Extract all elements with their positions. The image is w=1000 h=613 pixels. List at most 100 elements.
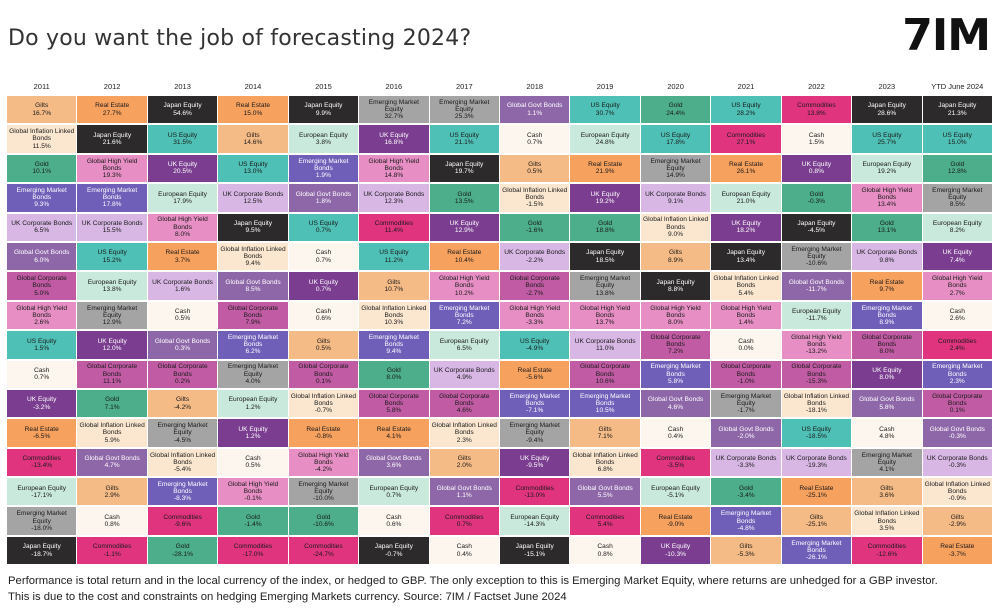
asset-name: Japan Equity [93,131,132,139]
asset-return: 0.4% [456,550,472,558]
asset-name: UK Corporate Bonds [786,455,847,463]
asset-name: Cash [386,513,402,521]
asset-name: UK Equity [590,190,620,198]
asset-name: UK Equity [660,543,691,551]
asset-cell: Gold 12.8% [922,154,992,183]
asset-return: 1.1% [527,109,543,117]
asset-name: Global High Yield Bonds [509,304,560,319]
asset-name: Gold [809,190,824,198]
asset-cell: Global High Yield Bonds 8.0% [147,213,218,241]
asset-name: Real Estate [235,102,271,110]
asset-return: 0.7% [386,491,402,499]
asset-return: 8.2% [949,227,965,235]
asset-name: Global Govt Bonds [154,337,211,345]
asset-name: Real Estate [728,161,764,169]
asset-cell: Global Corporate Bonds 5.8% [359,389,429,418]
asset-cell: US Equity 15.0% [922,125,992,153]
asset-return: -0.7% [314,407,333,415]
asset-cell: UK Equity 20.5% [147,154,218,183]
asset-return: -15.3% [805,377,827,385]
asset-cell: Cash 0.8% [570,536,640,565]
asset-cell: Gilts 14.6% [218,125,288,153]
asset-name: Cash [104,513,120,521]
asset-return: -9.5% [526,462,544,470]
year-header: YTD June 2024 [931,81,984,91]
asset-return: -2.2% [526,256,544,264]
asset-cell: European Equity 19.2% [852,154,922,183]
asset-name: UK Equity [308,278,339,286]
asset-return: -5.3% [737,550,755,558]
asset-return: -3.2% [33,403,51,411]
asset-return: 5.4% [597,521,613,529]
asset-cell: Global High Yield Bonds -0.1% [218,478,288,506]
asset-name: Real Estate [588,161,623,169]
asset-name: Japan Equity [163,102,202,110]
asset-name: US Equity [238,161,268,169]
asset-name: Global Inflation Linked Bonds [220,245,286,261]
asset-name: Emerging Market Bonds [16,186,67,202]
asset-return: 0.7% [315,256,331,264]
asset-name: Global Inflation Linked Bonds [431,422,497,437]
asset-cell: Global Corporate Bonds 7.9% [218,301,288,330]
asset-name: Emerging Market Bonds [368,333,419,349]
asset-return: -0.3% [948,462,966,470]
asset-return: 15.0% [243,109,263,117]
asset-return: 27.1% [736,139,756,147]
asset-return: 0.2% [175,377,191,385]
asset-cell: Cash 4.8% [852,419,922,447]
asset-name: Global High Yield Bonds [931,275,983,290]
asset-name: Japan Equity [374,543,413,551]
asset-name: Global Corporate Bonds [227,304,279,319]
asset-return: 9.1% [668,197,684,205]
asset-cell: Cash 0.5% [147,301,218,330]
asset-name: Japan Equity [22,543,61,551]
asset-return: 0.5% [245,462,261,470]
asset-name: Emerging Market Equity [439,98,490,114]
asset-return: 10.5% [595,407,615,415]
asset-cell: Global High Yield Bonds -13.2% [781,331,852,359]
asset-name: Global Corporate Bonds [720,363,772,378]
asset-return: 8.5% [949,201,965,209]
asset-return: 7.2% [456,319,472,327]
asset-cell: UK Equity 0.7% [288,272,359,300]
asset-cell: Emerging Market Bonds 6.2% [218,331,288,359]
asset-return: -4.8% [737,524,755,532]
asset-return: -18.0% [31,524,53,532]
asset-cell: Japan Equity 19.7% [429,154,499,183]
asset-return: -6.5% [33,432,51,440]
asset-cell: Global High Yield Bonds 19.3% [77,154,147,183]
asset-name: Global Inflation Linked Bonds [149,451,216,466]
asset-name: Gold [457,190,472,198]
asset-cell: Global Inflation Linked Bonds 10.3% [359,301,429,330]
asset-cell: US Equity 21.1% [429,125,499,153]
asset-cell: UK Corporate Bonds 15.5% [77,213,147,241]
asset-return: -10.6% [312,521,334,529]
asset-return: -17.1% [31,491,53,499]
asset-cell: Global Inflation Linked Bonds -0.9% [922,478,992,506]
asset-cell: Emerging Market Equity -4.5% [147,419,218,447]
asset-name: Gilts [175,396,190,404]
asset-return: 21.9% [595,168,615,176]
asset-return: -25.1% [805,521,827,529]
asset-cell: Global Inflation Linked Bonds 5.4% [711,272,781,300]
asset-return: 12.5% [243,197,263,205]
asset-name: UK Equity [379,131,409,139]
asset-cell: Real Estate 21.9% [570,154,640,183]
asset-name: US Equity [27,337,57,345]
asset-return: 6.0% [34,256,50,264]
asset-return: 3.6% [386,462,402,470]
asset-name: Emerging Market Equity [298,480,349,496]
asset-return: -3.7% [948,550,966,558]
asset-return: 25.7% [877,139,897,147]
asset-return: 1.5% [34,344,50,352]
asset-name: Gold [598,220,613,227]
asset-name: Cash [527,131,543,139]
asset-cell: Global Inflation Linked Bonds -1.5% [500,184,570,212]
asset-cell: Global Corporate Bonds 10.6% [570,360,640,388]
asset-return: 54.6% [173,109,192,117]
asset-cell: European Equity 17.9% [147,184,218,212]
asset-cell: US Equity -4.9% [500,331,570,359]
asset-return: -1.0% [737,377,755,385]
asset-cell: Emerging Market Equity 13.8% [570,272,640,300]
asset-name: US Equity [801,425,832,433]
